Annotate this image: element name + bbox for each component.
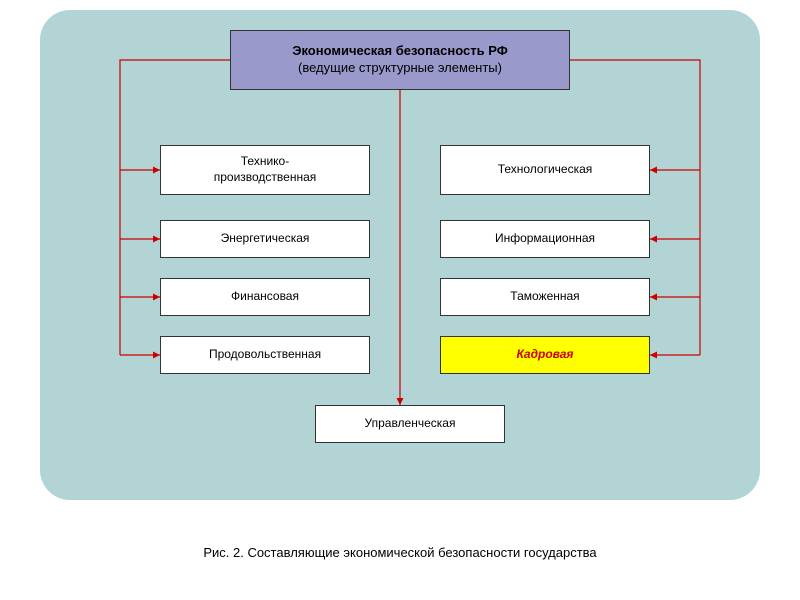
node-kadr: Кадровая	[440, 336, 650, 374]
header-node: Экономическая безопасность РФ (ведущие с…	[230, 30, 570, 90]
node-tech-prod: Технико-производственная	[160, 145, 370, 195]
node-prodov: Продовольственная	[160, 336, 370, 374]
node-technol: Технологическая	[440, 145, 650, 195]
figure-caption: Рис. 2. Составляющие экономической безоп…	[0, 545, 800, 560]
header-title-sub: (ведущие структурные элементы)	[298, 60, 502, 75]
node-tamozh: Таможенная	[440, 278, 650, 316]
node-finans: Финансовая	[160, 278, 370, 316]
header-title-bold: Экономическая безопасность РФ	[292, 43, 508, 58]
node-inform: Информационная	[440, 220, 650, 258]
node-energ: Энергетическая	[160, 220, 370, 258]
node-uprav: Управленческая	[315, 405, 505, 443]
diagram-canvas: Экономическая безопасность РФ (ведущие с…	[40, 10, 760, 500]
